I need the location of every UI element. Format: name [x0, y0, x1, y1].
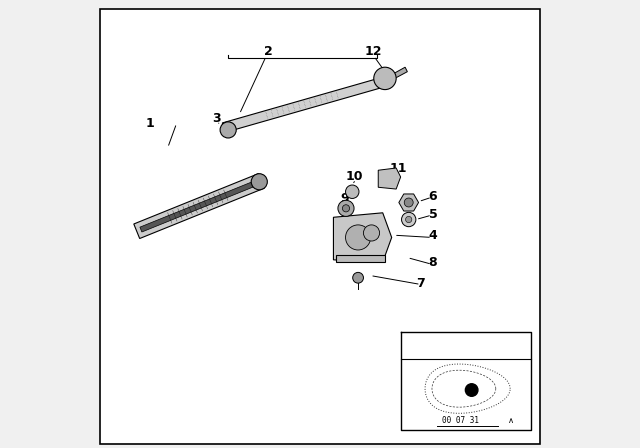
- Text: 2: 2: [264, 45, 273, 59]
- Text: 00 07 31: 00 07 31: [442, 416, 479, 425]
- Text: 4: 4: [429, 228, 437, 242]
- Text: 9: 9: [340, 191, 349, 205]
- Circle shape: [353, 272, 364, 283]
- Polygon shape: [222, 78, 382, 133]
- Text: 6: 6: [429, 190, 437, 203]
- Text: 10: 10: [346, 170, 363, 184]
- Circle shape: [465, 384, 478, 396]
- Polygon shape: [399, 194, 419, 211]
- Circle shape: [404, 198, 413, 207]
- Circle shape: [252, 174, 268, 190]
- Text: 1: 1: [145, 116, 154, 130]
- Polygon shape: [140, 180, 258, 232]
- Text: 12: 12: [365, 45, 383, 59]
- Polygon shape: [134, 174, 264, 238]
- Polygon shape: [333, 213, 392, 262]
- Polygon shape: [378, 168, 401, 189]
- Circle shape: [338, 200, 354, 216]
- Circle shape: [374, 67, 396, 90]
- Text: 8: 8: [429, 255, 437, 269]
- Text: 11: 11: [390, 162, 407, 176]
- Text: 3: 3: [212, 112, 221, 125]
- Circle shape: [346, 185, 359, 198]
- Circle shape: [401, 212, 416, 227]
- Circle shape: [342, 205, 349, 212]
- Circle shape: [220, 122, 236, 138]
- Circle shape: [364, 225, 380, 241]
- Polygon shape: [335, 255, 385, 262]
- Text: 5: 5: [429, 207, 437, 221]
- Text: 7: 7: [416, 276, 425, 290]
- Circle shape: [346, 225, 371, 250]
- Polygon shape: [393, 67, 408, 78]
- Text: ∧: ∧: [508, 416, 514, 425]
- Circle shape: [406, 216, 412, 223]
